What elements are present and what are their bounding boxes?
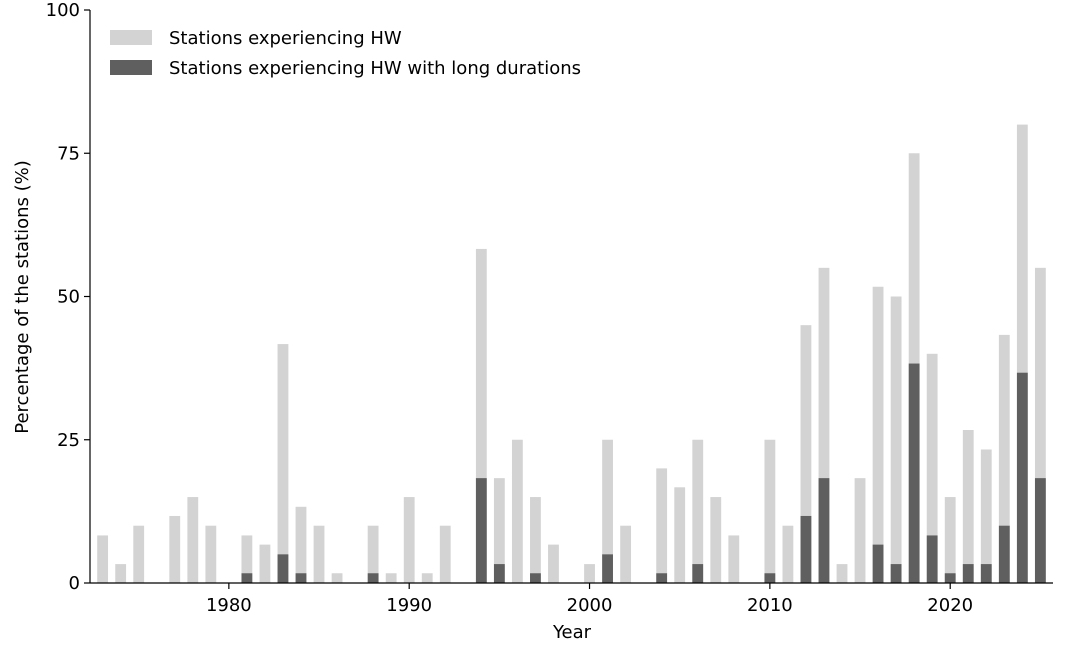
bar xyxy=(530,573,541,583)
bar xyxy=(493,564,505,583)
bar xyxy=(890,564,902,583)
x-tick-label: 2010 xyxy=(747,595,793,616)
bar xyxy=(584,564,595,583)
y-tick-label: 0 xyxy=(69,573,80,594)
bar xyxy=(944,573,956,583)
legend-label: Stations experiencing HW xyxy=(169,28,402,49)
bar xyxy=(367,525,379,583)
bar xyxy=(241,535,253,583)
bar xyxy=(926,353,938,583)
bar xyxy=(692,439,704,583)
bar xyxy=(421,573,433,583)
bar xyxy=(169,515,181,583)
y-tick-label: 50 xyxy=(57,287,80,308)
bar xyxy=(187,497,199,583)
y-tick-label: 25 xyxy=(57,430,80,451)
bar xyxy=(782,525,794,583)
bar xyxy=(133,525,145,583)
bar xyxy=(1034,267,1046,583)
bar xyxy=(97,535,109,583)
x-tick-label: 1990 xyxy=(386,595,432,616)
bar xyxy=(836,564,848,583)
bar xyxy=(205,525,217,583)
x-tick-label: 2020 xyxy=(927,595,973,616)
bar xyxy=(998,525,1010,583)
bar xyxy=(115,564,127,583)
bar xyxy=(710,497,722,583)
y-tick-label: 75 xyxy=(57,143,80,164)
bar xyxy=(800,325,812,583)
bar xyxy=(475,478,487,583)
bar xyxy=(908,363,920,583)
bar xyxy=(728,535,740,583)
bar xyxy=(1016,124,1028,583)
legend-swatch xyxy=(110,30,152,45)
bar xyxy=(854,478,866,583)
bar xyxy=(944,497,956,583)
bar xyxy=(998,334,1010,583)
bar xyxy=(475,248,487,584)
bar xyxy=(295,573,307,583)
bar xyxy=(926,535,938,583)
x-tick-label: 1980 xyxy=(206,595,252,616)
bar xyxy=(313,525,325,583)
bar xyxy=(818,267,830,583)
bar xyxy=(530,497,541,583)
bar xyxy=(295,506,307,583)
y-tick-label: 100 xyxy=(46,0,80,21)
bar xyxy=(818,478,830,583)
bar xyxy=(1034,478,1046,583)
bar xyxy=(764,573,776,583)
y-axis-label: Percentage of the stations (%) xyxy=(12,160,33,434)
bar xyxy=(692,564,704,583)
bar xyxy=(620,525,632,583)
x-tick-label: 2000 xyxy=(567,595,613,616)
bar xyxy=(872,286,884,583)
bar xyxy=(800,515,812,583)
bar xyxy=(367,573,379,583)
bar xyxy=(674,487,686,583)
bar xyxy=(548,544,559,583)
bar xyxy=(439,525,451,583)
bar xyxy=(385,573,397,583)
bar xyxy=(962,564,974,583)
bar xyxy=(493,478,505,583)
bar xyxy=(241,573,253,583)
bar xyxy=(656,573,668,583)
bar xyxy=(277,554,289,583)
bar xyxy=(1016,372,1028,583)
bar xyxy=(602,554,613,583)
bar xyxy=(656,468,668,583)
bar xyxy=(980,449,992,583)
bar xyxy=(511,439,523,583)
bar xyxy=(331,573,343,583)
bar xyxy=(277,344,289,583)
legend-swatch xyxy=(110,60,152,75)
bar xyxy=(872,544,884,583)
bar xyxy=(403,497,415,583)
x-axis-label: Year xyxy=(552,622,592,643)
bar xyxy=(602,439,613,583)
bar xyxy=(890,296,902,583)
bar xyxy=(962,430,974,583)
bar xyxy=(764,439,776,583)
legend-label: Stations experiencing HW with long durat… xyxy=(169,58,581,79)
bar xyxy=(980,564,992,583)
bar xyxy=(259,544,271,583)
